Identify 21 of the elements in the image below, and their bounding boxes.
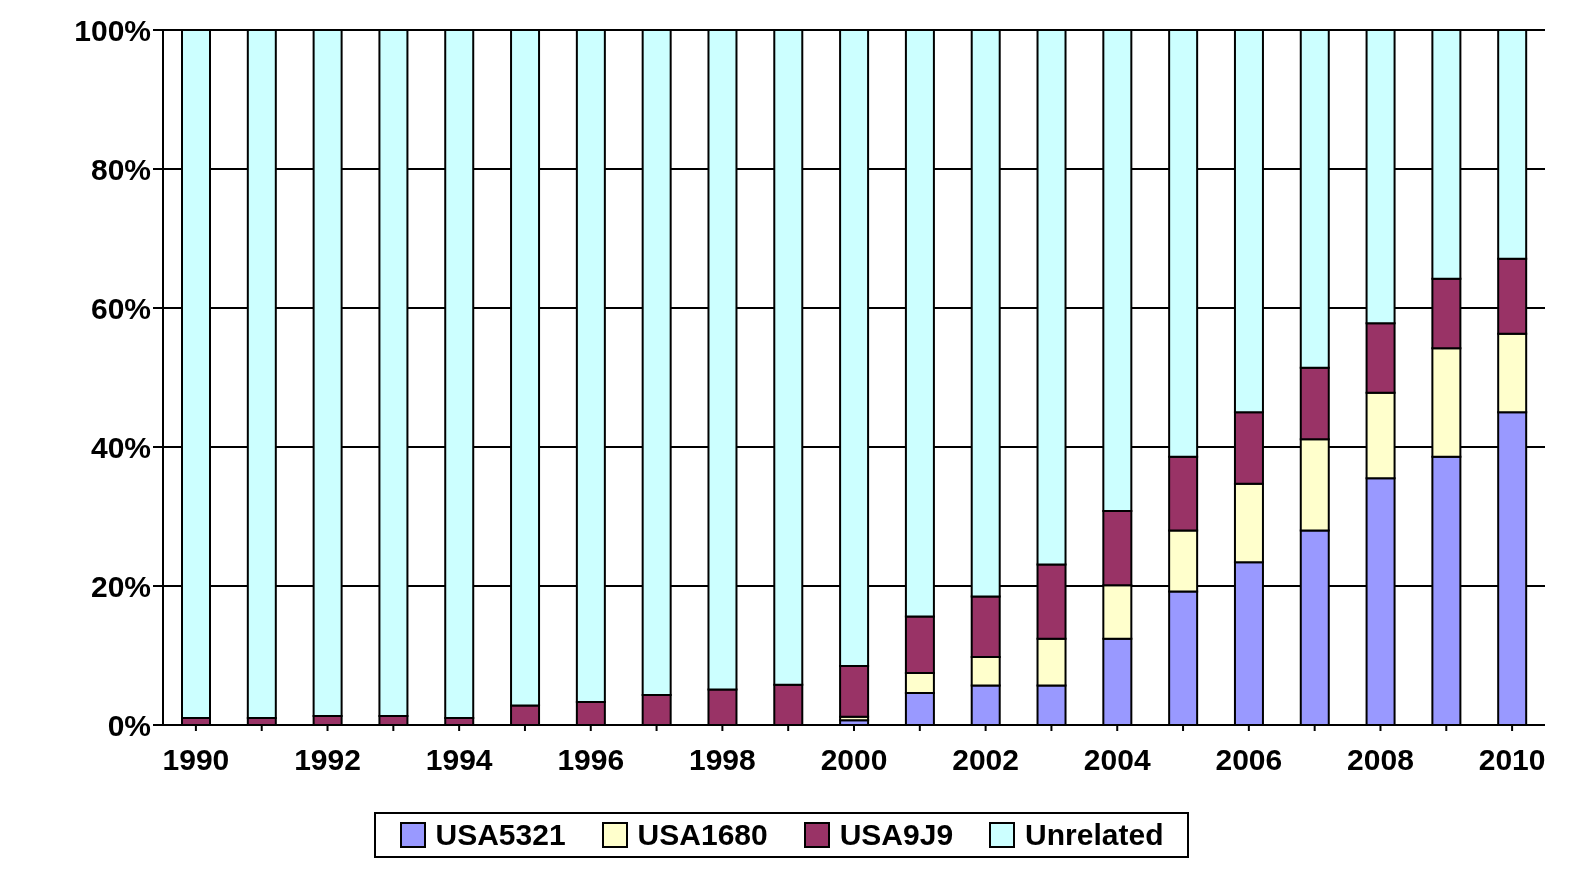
x-tick-label: 1994: [425, 743, 493, 777]
x-tick-label: 2004: [1083, 743, 1151, 777]
legend-label: Unrelated: [1024, 818, 1164, 852]
legend-label: USA9J9: [838, 818, 954, 852]
x-tick-label: 1996: [557, 743, 625, 777]
x-tick-label: 2002: [952, 743, 1019, 777]
legend-label: USA1680: [636, 818, 768, 852]
legend-label: USA5321: [434, 818, 566, 852]
y-tick-label: 0%: [107, 708, 151, 742]
x-tick-label: 1992: [294, 743, 361, 777]
y-tick-label: 60%: [90, 291, 151, 325]
x-tick-label: 1998: [689, 743, 756, 777]
y-tick-label: 100%: [74, 13, 151, 47]
y-tick-label: 40%: [90, 430, 151, 464]
x-tick-label: 2010: [1478, 743, 1546, 777]
y-tick-label: 20%: [90, 569, 151, 603]
x-tick-label: 2000: [820, 743, 888, 777]
y-tick-label: 80%: [90, 152, 151, 186]
x-tick-label: 1990: [162, 743, 230, 777]
x-tick-label: 2006: [1215, 743, 1283, 777]
x-tick-label: 2008: [1347, 743, 1414, 777]
